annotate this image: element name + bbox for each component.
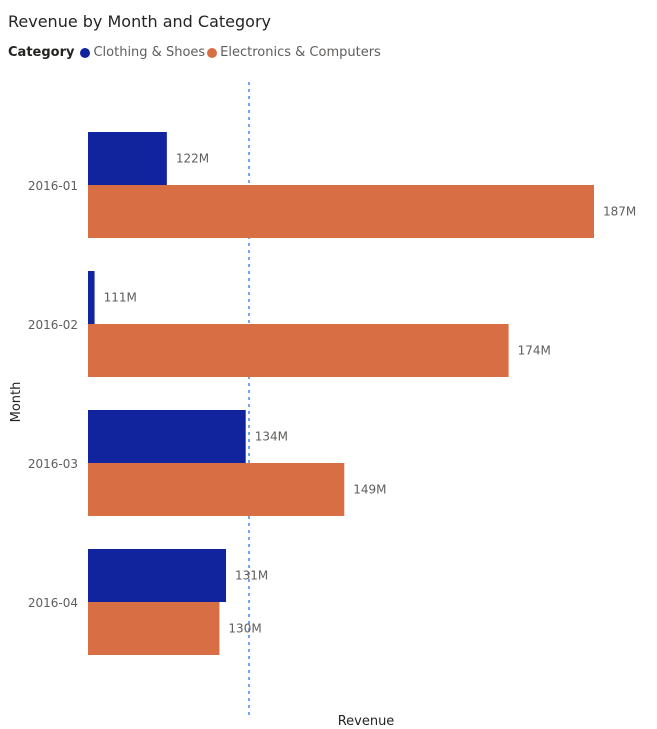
- legend-dot-icon: [80, 47, 91, 58]
- labels-layer: 2016-01 122M 187M 2016-02 111M 174M 2016-03 134…: [28, 152, 636, 636]
- data-label: 134M: [255, 430, 288, 444]
- bar[interactable]: [88, 410, 246, 463]
- legend-item-clothing[interactable]: Clothing & Shoes: [80, 45, 205, 60]
- legend-label: Electronics & Computers: [220, 45, 381, 60]
- legend-item-electronics[interactable]: Electronics & Computers: [207, 45, 381, 60]
- legend: Category Clothing & Shoes Electronics & …: [8, 45, 383, 60]
- data-label: 174M: [518, 344, 551, 358]
- y-axis-title: Month: [9, 382, 24, 423]
- x-axis-title: Revenue: [338, 714, 395, 729]
- bar[interactable]: [88, 324, 509, 377]
- bar[interactable]: [88, 602, 220, 655]
- legend-dot-icon: [207, 47, 218, 58]
- bar[interactable]: [88, 185, 594, 238]
- bar[interactable]: [88, 549, 226, 602]
- bar[interactable]: [88, 463, 345, 516]
- chart-title: Revenue by Month and Category: [8, 12, 271, 31]
- y-tick-label: 2016-04: [28, 596, 78, 610]
- legend-title: Category: [8, 45, 75, 60]
- y-tick-label: 2016-02: [28, 318, 78, 332]
- y-tick-label: 2016-03: [28, 457, 78, 471]
- legend-label: Clothing & Shoes: [93, 45, 206, 60]
- data-label: 111M: [104, 291, 137, 305]
- data-label: 131M: [235, 569, 268, 583]
- data-label: 122M: [176, 152, 209, 166]
- bar[interactable]: [88, 132, 167, 185]
- data-label: 149M: [353, 483, 386, 497]
- data-label: 130M: [228, 622, 261, 636]
- y-tick-label: 2016-01: [28, 179, 78, 193]
- bar[interactable]: [88, 271, 95, 324]
- data-label: 187M: [603, 205, 636, 219]
- bars-layer: [88, 132, 594, 655]
